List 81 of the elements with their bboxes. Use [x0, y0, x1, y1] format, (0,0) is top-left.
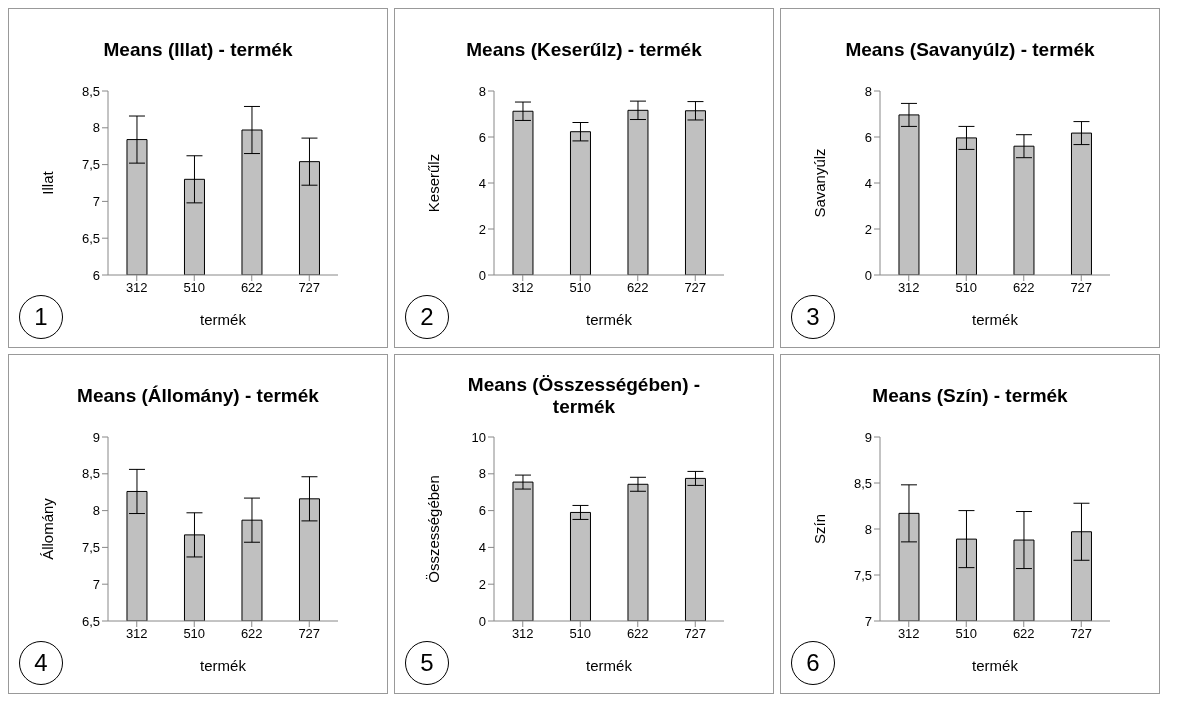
y-tick-label: 4	[478, 540, 486, 556]
x-tick-label: 312	[125, 626, 148, 642]
chart-title: Means (Szín) - termék	[872, 384, 1068, 408]
y-tick-label: 2	[478, 221, 486, 237]
y-axis-title: Összességében	[425, 475, 443, 583]
y-axis-title: Illat	[39, 170, 57, 195]
x-axis-title: termék	[586, 311, 633, 328]
x-tick-label: 622	[626, 626, 649, 642]
x-tick-label: 622	[240, 280, 263, 296]
y-tick-label: 7	[92, 194, 100, 210]
y-axis-title: Keserűlz	[425, 153, 443, 213]
y-tick-label: 0	[478, 267, 486, 283]
chart-title: Means (Illat) - termék	[103, 38, 293, 62]
x-tick-label: 727	[1070, 626, 1093, 642]
y-tick-label: 8	[478, 466, 486, 482]
y-tick-label: 7,5	[81, 157, 100, 173]
text: 3	[791, 295, 835, 339]
y-tick-label: 7,5	[853, 567, 872, 583]
chart-title: Means (Savanyúlz) - termék	[845, 38, 1095, 62]
x-axis-title: termék	[200, 311, 247, 328]
x-tick-label: 727	[298, 280, 321, 296]
y-tick-label: 8,5	[81, 83, 100, 99]
y-tick-label: 7,5	[81, 540, 100, 556]
x-tick-label: 510	[955, 280, 978, 296]
y-tick-label: 6	[478, 503, 486, 519]
y-tick-label: 0	[864, 267, 872, 283]
x-tick-label: 510	[183, 626, 206, 642]
y-tick-label: 0	[478, 613, 486, 629]
y-axis-title: Szín	[811, 513, 829, 545]
x-tick-label: 622	[1012, 280, 1035, 296]
x-tick-label: 510	[183, 280, 206, 296]
y-tick-label: 6	[478, 129, 486, 145]
chart-title: Means (Állomány) - termék	[77, 384, 319, 408]
text: 4	[19, 641, 63, 685]
x-tick-label: 622	[240, 626, 263, 642]
y-tick-label: 4	[864, 175, 872, 191]
y-tick-label: 9	[864, 429, 872, 445]
x-tick-label: 312	[511, 626, 534, 642]
x-tick-label: 727	[684, 280, 707, 296]
y-axis-title: Savanyúlz	[811, 148, 829, 218]
y-tick-label: 6,5	[81, 230, 100, 246]
x-axis-title: termék	[972, 311, 1019, 328]
y-tick-label: 6,5	[81, 613, 100, 629]
y-tick-label: 6	[864, 129, 872, 145]
y-tick-label: 8	[864, 83, 872, 99]
x-tick-label: 510	[955, 626, 978, 642]
x-tick-label: 727	[1070, 280, 1093, 296]
x-tick-label: 510	[569, 280, 592, 296]
x-tick-label: 312	[511, 280, 534, 296]
y-tick-label: 2	[864, 221, 872, 237]
x-axis-title: termék	[586, 657, 633, 674]
y-tick-label: 8	[92, 503, 100, 519]
text: 6	[791, 641, 835, 685]
y-tick-label: 4	[478, 175, 486, 191]
x-axis-title: termék	[200, 657, 247, 674]
x-tick-label: 312	[125, 280, 148, 296]
y-axis-title: Állomány	[39, 497, 57, 560]
y-tick-label: 2	[478, 576, 486, 592]
text: 5	[405, 641, 449, 685]
y-tick-label: 7	[864, 613, 872, 629]
y-tick-label: 9	[92, 429, 100, 445]
y-tick-label: 6	[92, 267, 100, 283]
x-tick-label: 622	[1012, 626, 1035, 642]
y-tick-label: 8	[92, 120, 100, 136]
y-tick-label: 8,5	[853, 475, 872, 491]
y-tick-label: 8,5	[81, 466, 100, 482]
x-tick-label: 622	[626, 280, 649, 296]
y-tick-label: 7	[92, 576, 100, 592]
chart-title: Means (Összességében) - termék	[466, 373, 702, 419]
x-tick-label: 312	[897, 626, 920, 642]
x-tick-label: 727	[298, 626, 321, 642]
chart-title: Means (Keserűlz) - termék	[466, 38, 702, 62]
x-tick-label: 727	[684, 626, 707, 642]
x-axis-title: termék	[972, 657, 1019, 674]
text: 1	[19, 295, 63, 339]
x-tick-label: 312	[897, 280, 920, 296]
text: 2	[405, 295, 449, 339]
y-tick-label: 10	[471, 429, 486, 445]
x-tick-label: 510	[569, 626, 592, 642]
y-tick-label: 8	[864, 521, 872, 537]
y-tick-label: 8	[478, 83, 486, 99]
